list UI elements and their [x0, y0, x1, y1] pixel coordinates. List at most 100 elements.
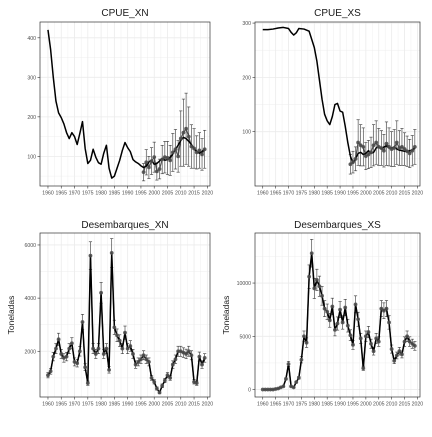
data-point [149, 375, 154, 380]
x-tick-label: 1995 [135, 402, 147, 408]
data-point [369, 150, 373, 155]
data-point [407, 339, 412, 344]
x-tick-label: 2010 [386, 191, 398, 197]
data-point [374, 336, 379, 341]
data-point [115, 333, 119, 338]
x-tick-label: 2010 [386, 402, 398, 408]
chart-panel-1: 1960 1965 1970 1975 1980 1985 1990 1995 2000 2005… [27, 8, 213, 197]
data-point [123, 330, 127, 335]
x-tick-label: 1970 [69, 402, 81, 408]
data-point [120, 346, 125, 351]
data-point [168, 375, 173, 380]
data-point [149, 159, 154, 164]
data-point [379, 146, 384, 150]
chart-title: CPUE_XN [101, 8, 148, 19]
data-point [286, 362, 291, 366]
data-point [194, 381, 199, 386]
x-tick-label: 2020 [412, 191, 424, 197]
panel-border [254, 21, 421, 187]
chart-title: CPUE_XS [314, 8, 361, 19]
x-tick-label: 1990 [334, 402, 346, 408]
x-tick-label: 1970 [283, 191, 295, 197]
data-point [112, 325, 117, 330]
plot-area [260, 239, 417, 392]
y-tick-label: 5000 [239, 334, 251, 340]
data-point [128, 344, 133, 348]
plot-area [46, 238, 207, 395]
x-tick-label: 1975 [296, 191, 308, 197]
data-point [101, 352, 106, 356]
data-point [348, 162, 353, 167]
data-point [397, 349, 402, 354]
data-point [139, 357, 143, 362]
data-point [407, 151, 412, 156]
data-point [93, 352, 98, 356]
x-tick-label: 1990 [122, 402, 134, 408]
y-tick-label: 4000 [24, 296, 36, 302]
x-tick-label: 2000 [148, 402, 160, 408]
data-point [170, 362, 175, 367]
data-point [356, 317, 361, 322]
data-point [202, 147, 207, 152]
data-point [141, 353, 146, 358]
y-tick-label: 300 [242, 21, 251, 27]
data-point [343, 305, 348, 310]
data-point [77, 349, 82, 354]
data-point [160, 157, 165, 162]
data-point [387, 145, 391, 149]
x-tick-label: 2020 [202, 402, 214, 408]
x-tick-label: 1965 [270, 191, 282, 197]
x-tick-label: 1960 [42, 402, 54, 408]
data-point [379, 306, 384, 311]
data-point [392, 358, 397, 363]
x-tick-label: 1995 [347, 402, 359, 408]
data-point [389, 347, 394, 351]
data-point [194, 150, 199, 155]
data-point [384, 141, 389, 146]
data-point [147, 360, 151, 364]
data-point [178, 136, 183, 141]
x-tick-label: 1975 [82, 402, 94, 408]
plot-area [262, 26, 417, 175]
x-tick-label: 1965 [55, 402, 67, 408]
data-point [371, 349, 376, 354]
data-point [96, 346, 101, 351]
data-point [371, 143, 376, 148]
data-point [338, 307, 342, 312]
chart-panel-3: 1960 1965 1970 1975 1980 1985 1990 1995 2000 2005… [6, 220, 213, 408]
data-point [200, 362, 204, 367]
panel-background [255, 233, 420, 397]
data-point [168, 158, 173, 163]
x-tick-label: 1960 [257, 191, 269, 197]
data-point [165, 373, 170, 378]
data-point [335, 321, 340, 326]
x-tick-label: 2005 [162, 191, 174, 197]
data-point [197, 354, 202, 359]
data-point [192, 146, 196, 151]
data-point [307, 274, 312, 279]
x-tick-label: 1985 [109, 402, 121, 408]
x-tick-label: 1970 [69, 191, 81, 197]
x-tick-label: 2000 [360, 402, 372, 408]
data-point [302, 334, 306, 339]
x-tick-label: 1980 [309, 191, 321, 197]
x-tick-label: 2015 [188, 191, 200, 197]
data-point [160, 383, 165, 388]
x-tick-label: 2000 [148, 191, 160, 197]
data-point [181, 130, 186, 135]
data-point [363, 334, 368, 339]
chart-title: Desembarques_XN [81, 220, 168, 231]
y-axis-label: Toneladas [6, 296, 16, 335]
data-point [361, 366, 366, 371]
data-point [91, 346, 96, 351]
data-point [117, 338, 122, 343]
x-tick-label: 1980 [95, 402, 107, 408]
data-point [186, 134, 191, 139]
data-point [410, 341, 415, 346]
data-point [304, 340, 309, 345]
data-point [59, 352, 64, 356]
data-point [358, 336, 363, 341]
x-tick-label: 1985 [321, 402, 333, 408]
y-tick-label: 200 [27, 115, 36, 121]
